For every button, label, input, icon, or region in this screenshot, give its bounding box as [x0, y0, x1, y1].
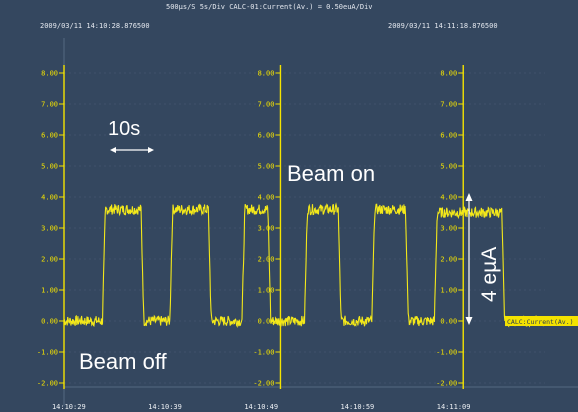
y-tick-label: -1.00 — [436, 349, 457, 357]
y-tick-label: 5.00 — [258, 163, 275, 171]
period-annotation: 10s — [108, 118, 140, 140]
y-tick-label: 6.00 — [258, 132, 275, 140]
y-tick-label: 5.00 — [41, 163, 58, 171]
trace-layer — [63, 202, 546, 329]
y-tick-label: 4.00 — [41, 194, 58, 202]
y-tick-label: 2.00 — [41, 256, 58, 264]
x-tick-label: 14:10:39 — [148, 403, 182, 411]
y-axes: 8.00 7.00 6.00 5.00 4.00 3.00 2.00 1.00 0.00 -1.0… — [37, 65, 464, 389]
y-tick-label: 8.00 — [258, 70, 275, 78]
y-tick-label: -1.00 — [37, 349, 58, 357]
beam-off-label: Beam off — [79, 349, 168, 374]
trace-current — [63, 202, 546, 329]
amplitude-label: 4 eµA — [478, 247, 501, 302]
x-tick-label: 14:10:29 — [52, 403, 86, 411]
period-arrow — [110, 147, 154, 153]
y-tick-label: 0.00 — [258, 318, 275, 326]
y-tick-label: 4.00 — [440, 194, 457, 202]
y-tick-label: 3.00 — [258, 225, 275, 233]
y-tick-label: 8.00 — [41, 70, 58, 78]
channel-tag — [505, 316, 578, 326]
channel-tag-label: CALC:Current(Av.) — [507, 318, 574, 326]
end-timestamp: 2009/03/11 14:11:18.876500 — [388, 22, 498, 30]
y-tick-label: 1.00 — [440, 287, 457, 295]
y-tick-label: 0.00 — [41, 318, 58, 326]
y-tick-label: 4.00 — [258, 194, 275, 202]
y-tick-label: 2.00 — [440, 256, 457, 264]
y-tick-label: 7.00 — [41, 101, 58, 109]
x-axis: 14:10:29 14:10:39 14:10:49 14:10:59 14:11:09 — [52, 403, 471, 411]
y-tick-label: -2.00 — [436, 380, 457, 388]
y-tick-label: 6.00 — [440, 132, 457, 140]
x-tick-label: 14:11:09 — [437, 403, 471, 411]
y-tick-label: -1.00 — [253, 349, 274, 357]
y-tick-label: -2.00 — [37, 380, 58, 388]
amplitude-arrow — [465, 193, 473, 325]
y-tick-label: 7.00 — [440, 101, 457, 109]
y-tick-label: 0.00 — [440, 318, 457, 326]
acquisition-settings: 500µs/S 5s/Div CALC-01:Current(Av.) = 0.… — [166, 3, 373, 11]
y-tick-label: 7.00 — [258, 101, 275, 109]
start-timestamp: 2009/03/11 14:10:28.876500 — [40, 22, 150, 30]
y-tick-label: 2.00 — [258, 256, 275, 264]
x-tick-label: 14:10:59 — [341, 403, 375, 411]
y-tick-label: 1.00 — [258, 287, 275, 295]
beam-on-label: Beam on — [287, 161, 375, 186]
y-tick-label: 6.00 — [41, 132, 58, 140]
y-tick-label: -2.00 — [253, 380, 274, 388]
y-tick-label: 3.00 — [41, 225, 58, 233]
y-tick-label: 5.00 — [440, 163, 457, 171]
y-tick-label: 1.00 — [41, 287, 58, 295]
y-tick-label: 8.00 — [440, 70, 457, 78]
x-tick-label: 14:10:49 — [244, 403, 278, 411]
y-tick-label: 3.00 — [440, 225, 457, 233]
annotations: 10s Beam on Beam off 4 eµA CALC:Current(… — [79, 118, 578, 374]
